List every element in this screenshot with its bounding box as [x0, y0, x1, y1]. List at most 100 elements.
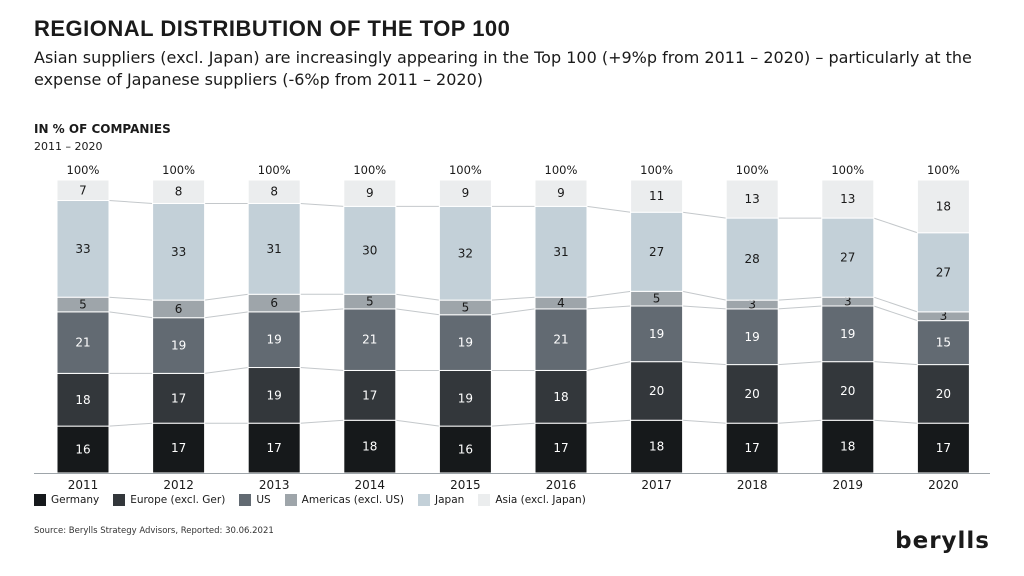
- x-tick-label: 2019: [833, 478, 864, 492]
- data-label: 19: [458, 336, 473, 350]
- data-label: 17: [936, 441, 951, 455]
- x-tick-label: 2020: [928, 478, 959, 492]
- data-label: 5: [653, 292, 661, 306]
- bar-column-2018: 17 20 19 3 28 13 100%: [725, 163, 779, 474]
- data-label: 5: [462, 300, 470, 314]
- legend-label: Europe (excl. Ger): [130, 494, 226, 506]
- data-label: 17: [745, 441, 760, 455]
- connector-line: [682, 361, 727, 366]
- data-label: 9: [366, 186, 374, 200]
- total-label: 100%: [736, 163, 769, 177]
- connector-line: [300, 419, 344, 424]
- data-label: 28: [745, 252, 760, 266]
- data-label: 13: [840, 192, 855, 206]
- bar-segment: [821, 361, 875, 421]
- x-tick-label: 2012: [163, 478, 194, 492]
- bar-segment: [821, 305, 875, 363]
- x-tick-label: 2016: [546, 478, 577, 492]
- data-label: 18: [553, 390, 568, 404]
- bar-segment: [630, 179, 684, 213]
- data-label: 17: [171, 441, 186, 455]
- data-label: 11: [649, 189, 664, 203]
- data-label: 30: [362, 243, 377, 257]
- data-label: 19: [171, 339, 186, 353]
- bar-column-2017: 18 20 19 5 27 11 100%: [630, 163, 684, 474]
- data-label: 9: [557, 186, 565, 200]
- connector-line: [873, 217, 918, 234]
- data-label: 20: [936, 387, 951, 401]
- bar-segment: [247, 202, 301, 295]
- bar-segment: [534, 308, 588, 371]
- bar-column-2015: 16 19 19 5 32 9 100%: [438, 163, 492, 474]
- x-tick-label: 2018: [737, 478, 768, 492]
- connector-line: [108, 422, 153, 427]
- data-label: 31: [267, 242, 282, 256]
- legend-item-japan: Japan: [418, 494, 464, 506]
- connector-line: [873, 296, 918, 313]
- data-label: 19: [267, 333, 282, 347]
- connector-lines: [108, 200, 918, 427]
- data-label: 13: [745, 192, 760, 206]
- bar-column-2013: 17 19 19 6 31 8 100%: [247, 163, 301, 474]
- connector-line: [682, 419, 727, 424]
- bar-segment: [56, 372, 110, 427]
- total-label: 100%: [67, 163, 100, 177]
- data-label: 21: [362, 333, 377, 347]
- brand-logo: berylls: [895, 528, 990, 554]
- data-label: 16: [75, 443, 90, 457]
- data-label: 17: [553, 441, 568, 455]
- connector-line: [778, 305, 822, 310]
- page-subtitle: Asian suppliers (excl. Japan) are increa…: [34, 48, 972, 89]
- connector-line: [491, 296, 536, 301]
- bar-segment: [152, 179, 206, 204]
- data-label: 19: [840, 327, 855, 341]
- page-title: REGIONAL DISTRIBUTION OF THE TOP 100: [34, 16, 511, 41]
- legend-swatch: [239, 494, 252, 506]
- bar-segment: [916, 364, 970, 424]
- data-label: 27: [936, 265, 951, 279]
- data-label: 16: [458, 443, 473, 457]
- total-label: 100%: [640, 163, 673, 177]
- bar-column-2020: 17 20 15 3 27 18 100%: [916, 163, 970, 474]
- data-label: 15: [936, 336, 951, 350]
- data-label: 18: [936, 199, 951, 213]
- connector-line: [395, 293, 440, 301]
- data-label: 21: [553, 333, 568, 347]
- data-label: 33: [75, 242, 90, 256]
- legend-item-europe: Europe (excl. Ger): [113, 494, 225, 506]
- data-label: 8: [175, 185, 183, 199]
- legend-label: Germany: [51, 494, 100, 506]
- total-label: 100%: [545, 163, 578, 177]
- bar-segment: [247, 422, 301, 474]
- data-label: 18: [75, 393, 90, 407]
- legend-label: US: [256, 494, 271, 506]
- total-label: 100%: [927, 163, 960, 177]
- chart-range-label: 2011 – 2020: [34, 140, 103, 153]
- data-label: 3: [844, 295, 852, 309]
- bar-column-2019: 18 20 19 3 27 13 100%: [821, 163, 875, 474]
- bar-segment: [56, 200, 110, 298]
- data-label: 8: [270, 185, 278, 199]
- connector-line: [778, 361, 822, 366]
- total-label: 100%: [449, 163, 482, 177]
- connector-line: [491, 308, 536, 316]
- bar-segment: [630, 211, 684, 292]
- bar-segment: [343, 419, 397, 474]
- connector-line: [204, 311, 249, 319]
- bar-segment: [247, 311, 301, 369]
- data-label: 6: [175, 302, 183, 316]
- bar-segment: [916, 179, 970, 234]
- data-label: 5: [79, 298, 87, 312]
- data-label: 31: [553, 245, 568, 259]
- bar-segment: [343, 205, 397, 295]
- data-label: 32: [458, 246, 473, 260]
- data-label: 33: [171, 245, 186, 259]
- legend-swatch: [478, 494, 491, 506]
- total-label: 100%: [353, 163, 386, 177]
- bar-segment: [916, 232, 970, 313]
- connector-line: [682, 211, 727, 219]
- bar-segment: [247, 179, 301, 204]
- bar-segment: [725, 308, 779, 366]
- connector-line: [395, 308, 440, 316]
- bar-segment: [56, 179, 110, 202]
